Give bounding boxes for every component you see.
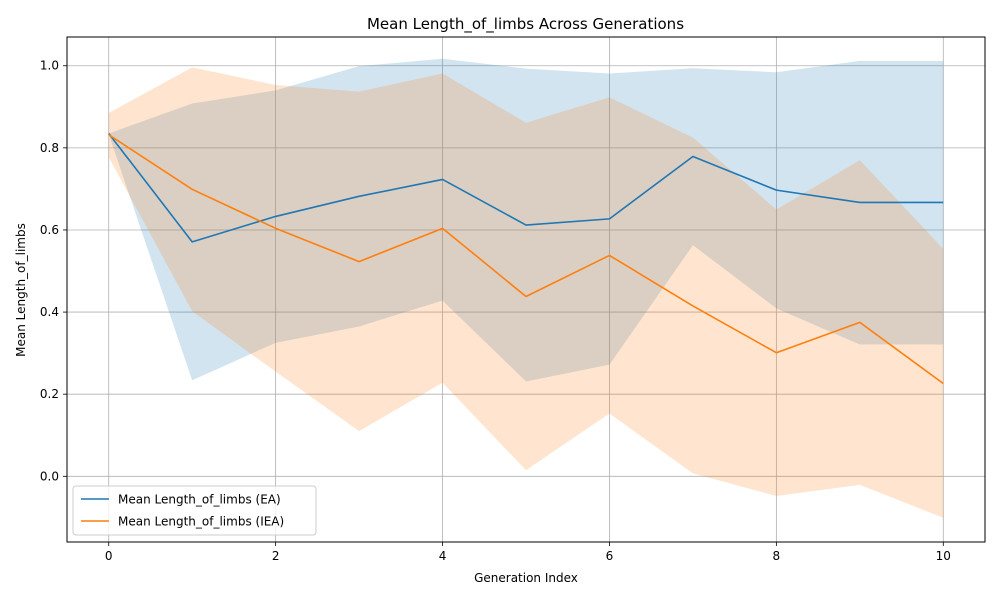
x-tick-label: 2 [272, 549, 280, 563]
line-layer [108, 132, 944, 385]
y-tick-label: 0.4 [40, 305, 59, 319]
tick-layer: 0 2 4 6 8 10 0.0 0.2 0.4 0.6 0.8 1.0 [40, 59, 951, 563]
grid-layer [67, 37, 985, 542]
series-line-iea [108, 134, 944, 385]
y-tick-label: 0.0 [40, 469, 59, 483]
chart-title: Mean Length_of_limbs Across Generations [367, 15, 684, 34]
confidence-band-iea [108, 67, 944, 518]
x-tick-label: 4 [439, 549, 447, 563]
series-line-ea [108, 132, 944, 243]
confidence-band-ea [108, 58, 944, 382]
y-tick-label: 0.2 [40, 387, 59, 401]
x-axis-title: Generation Index [474, 571, 578, 585]
y-axis-title: Mean Length_of_limbs [14, 223, 28, 357]
x-tick-label: 0 [105, 549, 113, 563]
legend-box [72, 485, 317, 536]
legend-label-ea: Mean Length_of_limbs (EA) [118, 493, 281, 507]
band-layer [108, 58, 944, 518]
x-tick-label: 10 [936, 549, 951, 563]
x-tick-label: 8 [773, 549, 781, 563]
y-tick-label: 1.0 [40, 59, 59, 73]
x-tick-label: 6 [606, 549, 614, 563]
y-tick-label: 0.8 [40, 141, 59, 155]
y-tick-label: 0.6 [40, 223, 59, 237]
plot-frame [66, 36, 986, 543]
legend-label-iea: Mean Length_of_limbs (IEA) [118, 515, 284, 529]
legend: Mean Length_of_limbs (EA) Mean Length_of… [72, 485, 317, 536]
